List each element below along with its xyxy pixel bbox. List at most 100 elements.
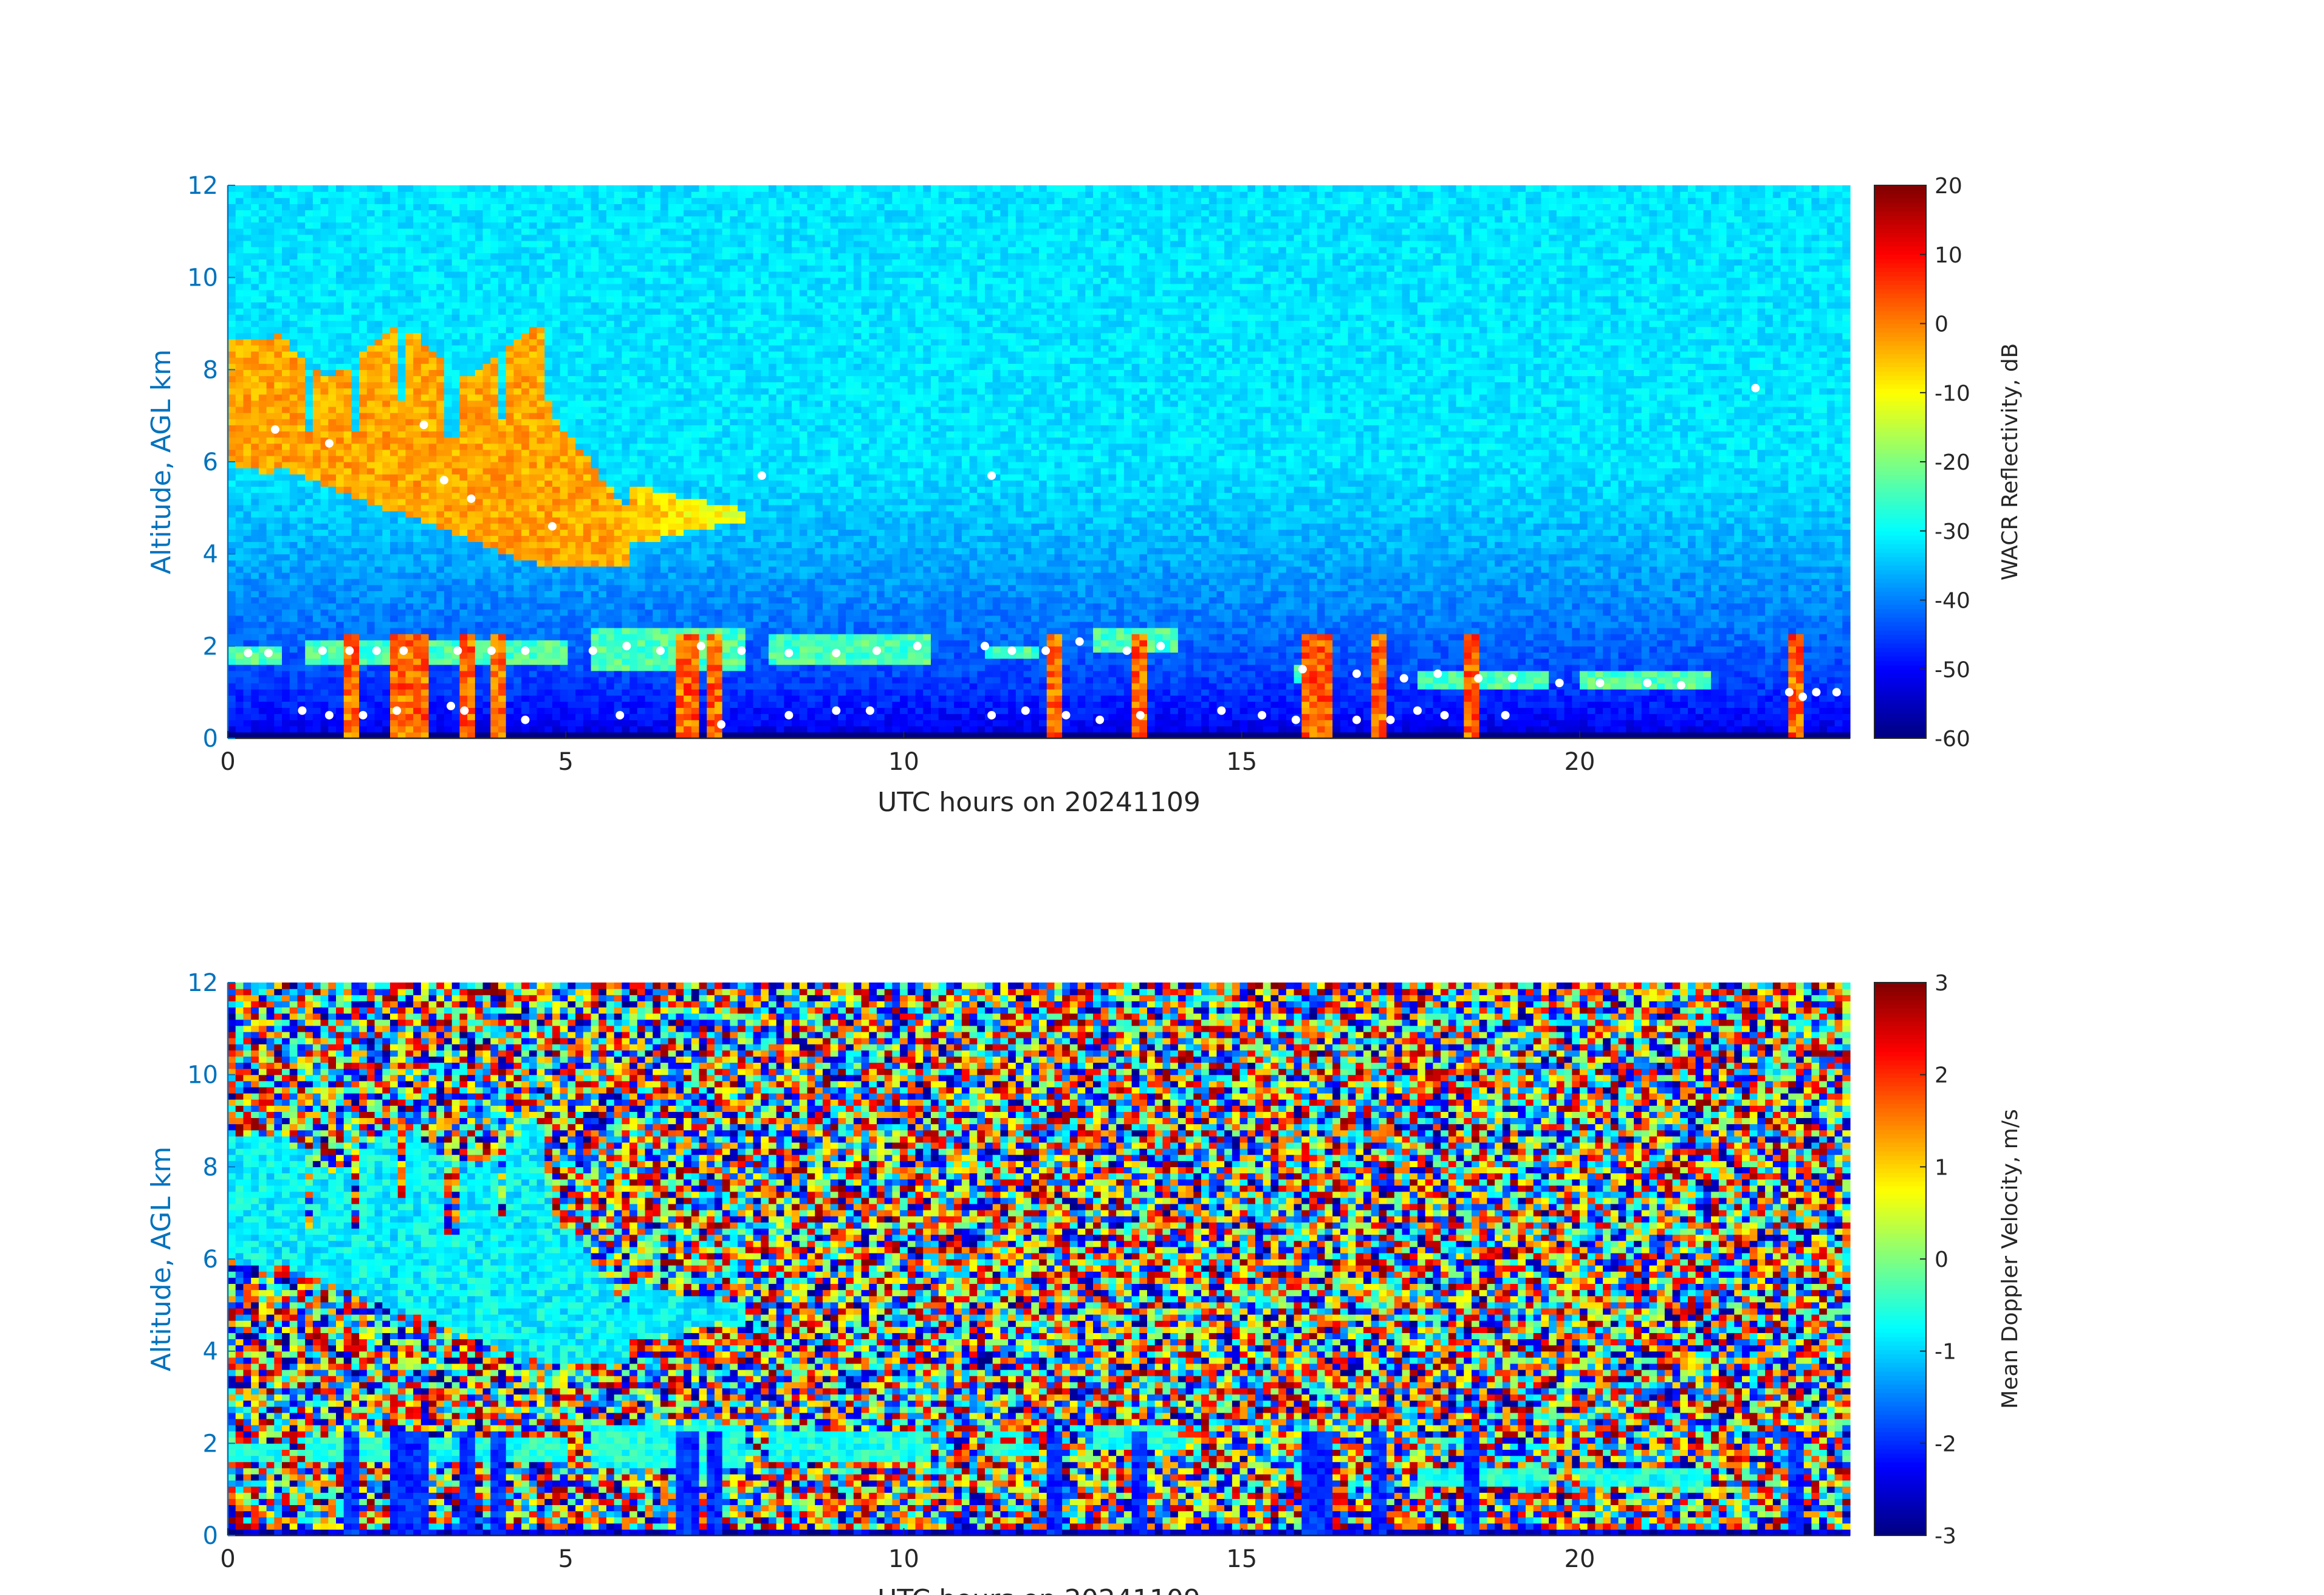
heatmap-cell xyxy=(629,622,637,628)
heatmap-cell xyxy=(475,505,483,512)
heatmap-cell xyxy=(552,560,560,567)
heatmap-cell xyxy=(328,333,336,340)
heatmap-cell xyxy=(552,191,560,198)
heatmap-cell xyxy=(591,628,599,634)
heatmap-cell xyxy=(490,308,498,315)
heatmap-cell xyxy=(614,204,622,210)
heatmap-cell xyxy=(544,597,552,603)
heatmap-cell xyxy=(552,235,560,241)
heatmap-cell xyxy=(444,382,452,389)
heatmap-cell xyxy=(544,566,552,573)
heatmap-cell xyxy=(336,578,344,585)
heatmap-cell xyxy=(328,659,336,665)
heatmap-cell xyxy=(421,400,429,407)
heatmap-cell xyxy=(344,369,352,376)
heatmap-cell xyxy=(583,714,591,721)
heatmap-cell xyxy=(575,369,583,376)
heatmap-cell xyxy=(236,671,244,677)
heatmap-cell xyxy=(629,327,637,334)
heatmap-cell xyxy=(483,535,491,542)
heatmap-cell xyxy=(575,468,583,475)
heatmap-cell xyxy=(490,622,498,628)
heatmap-cell xyxy=(436,388,444,395)
heatmap-cell xyxy=(274,222,282,229)
heatmap-cell xyxy=(622,591,629,597)
heatmap-cell xyxy=(529,493,537,499)
heatmap-cell xyxy=(236,406,244,413)
heatmap-cell xyxy=(444,554,452,561)
heatmap-cell xyxy=(483,357,491,364)
heatmap-cell xyxy=(436,572,444,579)
heatmap-cell xyxy=(521,308,529,315)
heatmap-cell xyxy=(629,394,637,401)
heatmap-cell xyxy=(583,450,591,456)
heatmap-cell xyxy=(351,284,359,290)
heatmap-cell xyxy=(297,431,305,437)
heatmap-cell xyxy=(653,462,660,468)
heatmap-cell xyxy=(267,222,275,229)
heatmap-cell xyxy=(653,511,660,518)
heatmap-cell xyxy=(321,548,329,555)
heatmap-cell xyxy=(583,701,591,708)
heatmap-cell xyxy=(575,204,583,210)
heatmap-cell xyxy=(236,578,244,585)
heatmap-cell xyxy=(429,278,437,284)
heatmap-cell xyxy=(575,419,583,425)
heatmap-cell xyxy=(575,278,583,284)
heatmap-cell xyxy=(483,683,491,690)
heatmap-cell xyxy=(513,486,521,493)
heatmap-cell xyxy=(637,235,645,241)
heatmap-cell xyxy=(567,523,575,530)
heatmap-cell xyxy=(475,707,483,714)
heatmap-cell xyxy=(413,204,421,210)
heatmap-cell xyxy=(591,572,599,579)
heatmap-cell xyxy=(436,603,444,610)
heatmap-cell xyxy=(529,535,537,542)
heatmap-cell xyxy=(359,351,367,358)
heatmap-cell xyxy=(259,241,267,247)
heatmap-cell xyxy=(305,665,313,671)
heatmap-cell xyxy=(336,535,344,542)
heatmap-cell xyxy=(567,284,575,290)
heatmap-cell xyxy=(421,222,429,229)
heatmap-cell xyxy=(398,486,406,493)
heatmap-cell xyxy=(537,357,545,364)
heatmap-cell xyxy=(328,376,336,382)
heatmap-cell xyxy=(405,560,413,567)
heatmap-cell xyxy=(560,640,568,647)
heatmap-cell xyxy=(475,486,483,493)
heatmap-cell xyxy=(452,413,460,419)
heatmap-cell xyxy=(375,597,383,603)
heatmap-cell xyxy=(344,363,352,370)
heatmap-cell xyxy=(228,541,236,548)
heatmap-cell xyxy=(274,652,282,659)
heatmap-cell xyxy=(297,529,305,536)
heatmap-cell xyxy=(282,560,290,567)
heatmap-cell xyxy=(421,714,429,721)
heatmap-cell xyxy=(390,345,398,352)
heatmap-cell xyxy=(498,689,506,696)
heatmap-cell xyxy=(359,388,367,395)
heatmap-cell xyxy=(498,431,506,437)
heatmap-cell xyxy=(267,529,275,536)
heatmap-cell xyxy=(274,714,282,721)
heatmap-cell xyxy=(259,363,267,370)
heatmap-cell xyxy=(459,505,467,512)
heatmap-cell xyxy=(405,486,413,493)
heatmap-cell xyxy=(637,517,645,524)
heatmap-cell xyxy=(321,247,329,253)
heatmap-cell xyxy=(267,468,275,475)
heatmap-cell xyxy=(336,486,344,493)
heatmap-cell xyxy=(328,499,336,506)
heatmap-cell xyxy=(653,499,660,506)
heatmap-cell xyxy=(490,369,498,376)
heatmap-cell xyxy=(583,677,591,684)
heatmap-cell xyxy=(259,480,267,487)
heatmap-cell xyxy=(622,197,629,204)
heatmap-cell xyxy=(483,444,491,450)
heatmap-cell xyxy=(560,247,568,253)
heatmap-cell xyxy=(243,235,251,241)
heatmap-cell xyxy=(521,296,529,303)
heatmap-cell xyxy=(251,517,259,524)
heatmap-cell xyxy=(282,665,290,671)
